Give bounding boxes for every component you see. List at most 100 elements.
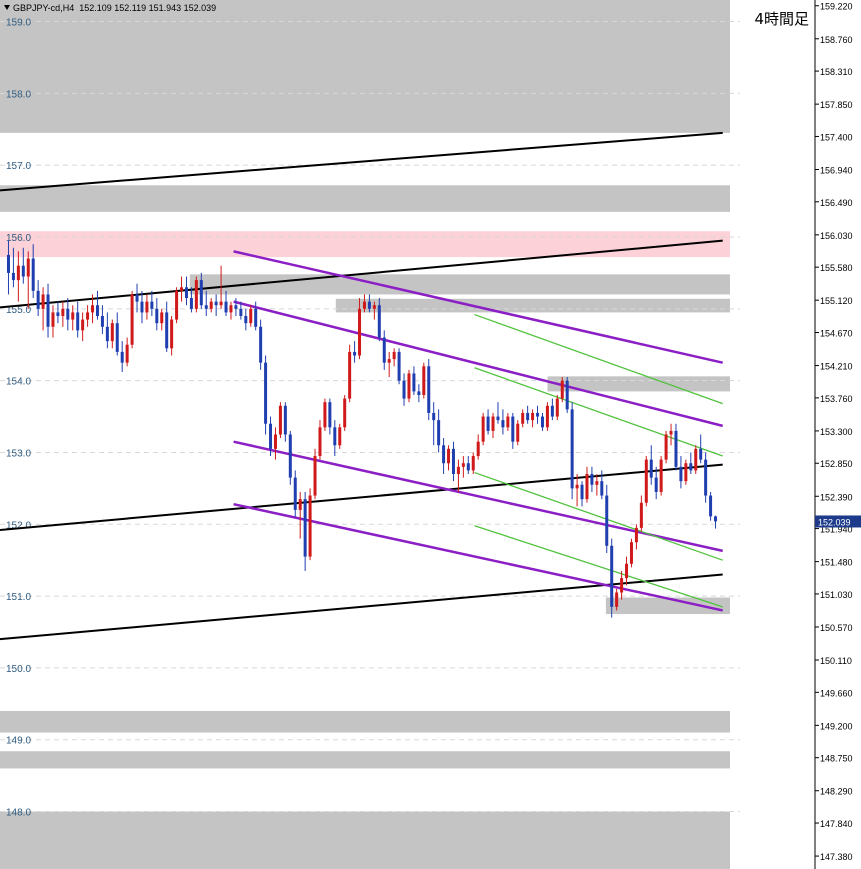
candle-body bbox=[76, 312, 80, 331]
candle bbox=[333, 420, 337, 457]
candle bbox=[95, 290, 99, 320]
candle-body bbox=[36, 290, 40, 309]
candle bbox=[140, 290, 144, 324]
candle-body bbox=[21, 265, 25, 277]
candle-body bbox=[160, 312, 164, 324]
candle-body bbox=[669, 430, 673, 435]
candle-body bbox=[575, 484, 579, 489]
tick-label: 156.490 bbox=[820, 198, 853, 208]
trend-line-purple bbox=[233, 502, 723, 612]
candle bbox=[585, 466, 589, 503]
candle bbox=[100, 305, 104, 334]
candle-body bbox=[229, 305, 233, 313]
candle bbox=[343, 395, 347, 431]
tick-label: 156.030 bbox=[820, 231, 853, 241]
candle bbox=[298, 491, 302, 539]
tick-label: 149.200 bbox=[820, 721, 853, 731]
trend-line-purple bbox=[233, 300, 724, 428]
candle-body bbox=[303, 499, 307, 557]
trend-line-black bbox=[0, 239, 723, 309]
tick-label: 158.310 bbox=[820, 67, 853, 77]
candle-body bbox=[506, 416, 510, 428]
candle bbox=[654, 466, 658, 500]
candle-body bbox=[402, 380, 406, 399]
candle-body bbox=[353, 351, 357, 356]
candle bbox=[704, 452, 708, 503]
candle-body bbox=[644, 459, 648, 503]
candle-body bbox=[649, 459, 653, 478]
candle-body bbox=[392, 351, 396, 360]
candle-body bbox=[264, 362, 268, 424]
zone-gray bbox=[335, 298, 730, 313]
dropdown-triangle-icon[interactable] bbox=[4, 5, 10, 10]
candle bbox=[26, 251, 30, 309]
candle bbox=[377, 298, 381, 342]
candle-body bbox=[407, 373, 411, 399]
candle bbox=[526, 405, 530, 424]
candle bbox=[46, 283, 50, 338]
candle-body bbox=[11, 272, 15, 281]
tick-label: 148.290 bbox=[820, 787, 853, 797]
candle-body bbox=[66, 308, 70, 320]
candle-body bbox=[516, 423, 520, 442]
zone-pink bbox=[0, 231, 730, 258]
candle bbox=[560, 377, 564, 403]
candle bbox=[565, 377, 569, 413]
candle-body bbox=[674, 430, 678, 467]
candle-body bbox=[447, 448, 451, 464]
candle bbox=[76, 301, 80, 338]
candle-body bbox=[234, 305, 238, 309]
candle bbox=[155, 298, 159, 331]
candle bbox=[165, 301, 169, 352]
zone-gray bbox=[547, 376, 730, 392]
candle bbox=[699, 434, 703, 464]
zones-layer bbox=[0, 0, 731, 869]
tick-label: 149.660 bbox=[820, 688, 853, 698]
candle-body bbox=[150, 301, 154, 309]
tick-label: 148.750 bbox=[820, 754, 853, 764]
candle-body bbox=[249, 308, 253, 324]
candle bbox=[318, 420, 322, 460]
tick-label: 150.570 bbox=[820, 623, 853, 633]
candle bbox=[412, 366, 416, 395]
candle bbox=[194, 276, 198, 313]
candle-body bbox=[432, 412, 436, 421]
price-axis: 159.220 158.760 158.310 157.850 157.400 156.9… bbox=[814, 0, 861, 869]
candle bbox=[293, 470, 297, 518]
candle-body bbox=[620, 578, 624, 593]
tick-label: 151.480 bbox=[820, 558, 853, 568]
grid-label: 156.0 bbox=[6, 233, 31, 244]
candle-body bbox=[224, 301, 228, 313]
trend-line-green bbox=[474, 525, 723, 608]
trend-line-black bbox=[0, 131, 723, 192]
candle-body bbox=[704, 459, 708, 496]
candle-body bbox=[254, 308, 258, 327]
candle bbox=[180, 276, 184, 302]
candle bbox=[486, 409, 490, 435]
candle-body bbox=[699, 448, 703, 460]
candle-body bbox=[372, 305, 376, 309]
candle bbox=[81, 312, 85, 342]
candle bbox=[674, 423, 678, 471]
candle-body bbox=[521, 412, 525, 424]
candle-body bbox=[382, 337, 386, 363]
candle bbox=[545, 402, 549, 431]
candle-body bbox=[412, 373, 416, 392]
candle bbox=[56, 301, 60, 324]
candle bbox=[214, 294, 218, 316]
candle-body bbox=[437, 420, 441, 446]
candle-body bbox=[610, 545, 614, 607]
candle bbox=[110, 319, 114, 349]
candle bbox=[328, 398, 332, 435]
tick-label: 157.400 bbox=[820, 132, 853, 142]
candle bbox=[254, 301, 258, 331]
ohlc-values: 152.109 152.119 151.943 152.039 bbox=[79, 3, 217, 13]
candle bbox=[694, 445, 698, 474]
trend-line-green bbox=[474, 367, 723, 457]
candle bbox=[239, 301, 243, 320]
candle-body bbox=[536, 412, 540, 417]
candle-body bbox=[278, 405, 282, 435]
candle-body bbox=[184, 287, 188, 299]
